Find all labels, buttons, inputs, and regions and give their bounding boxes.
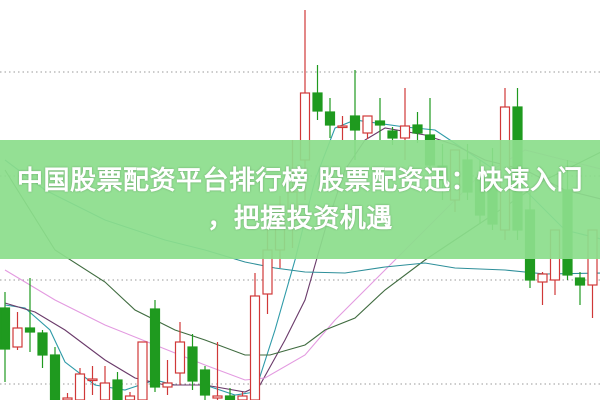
candle: [37, 330, 48, 368]
candle-body: [112, 379, 123, 400]
candle-body: [324, 111, 336, 126]
candle-body: [87, 378, 98, 382]
banner-title-line-2: ，把握投资机遇: [207, 203, 393, 234]
candle-body: [312, 92, 323, 112]
candle-body: [137, 341, 148, 400]
candle-body: [249, 295, 261, 400]
candle: [124, 392, 136, 400]
candle: [49, 347, 61, 400]
candle-body: [387, 130, 398, 139]
candle: [412, 112, 423, 143]
candle-body: [12, 327, 23, 348]
candle: [174, 322, 186, 385]
candle-body: [237, 395, 248, 400]
candle-body: [62, 397, 73, 400]
candle: [224, 388, 236, 400]
candle: [187, 334, 198, 390]
candle-body: [224, 395, 236, 400]
candle-body: [24, 327, 36, 333]
candle: [199, 366, 211, 400]
candle-body: [74, 373, 86, 400]
candle: [12, 312, 23, 350]
candle: [537, 272, 548, 305]
candle-body: [412, 124, 423, 134]
candle: [24, 278, 36, 352]
candle-body: [212, 395, 223, 399]
candle-body: [37, 332, 48, 356]
candle: [237, 392, 248, 400]
title-banner: 中国股票配资平台排行榜 股票配资迅：快速入门 ，把握投资机遇: [0, 140, 600, 259]
banner-title-line-1: 中国股票配资平台排行榜 股票配资迅：快速入门: [16, 165, 584, 196]
candle: [337, 116, 348, 140]
candle: [162, 360, 173, 395]
candle-body: [349, 115, 361, 131]
candle: [212, 342, 223, 400]
candle-body: [362, 115, 373, 134]
candle-body: [124, 395, 136, 400]
candle-body: [199, 369, 211, 396]
candle: [574, 272, 586, 305]
candle-body: [174, 341, 186, 374]
candle: [87, 366, 98, 395]
candle-body: [0, 307, 11, 350]
candle: [324, 98, 336, 138]
candle: [99, 366, 111, 400]
candle-body: [337, 125, 348, 129]
candle-body: [374, 120, 386, 126]
candle-body: [49, 354, 61, 400]
candle: [0, 292, 11, 382]
candle: [149, 300, 161, 392]
candle-body: [99, 382, 111, 400]
candle: [249, 273, 261, 400]
candle: [137, 341, 148, 400]
candle: [62, 393, 73, 400]
candle-body: [574, 277, 586, 286]
candle-body: [537, 273, 548, 283]
candle: [362, 115, 373, 139]
candle: [112, 372, 123, 400]
candle: [374, 98, 386, 140]
candle-body: [149, 308, 161, 388]
candle: [312, 65, 323, 120]
candle-body: [162, 382, 173, 388]
candle: [74, 368, 86, 400]
candle-body: [187, 346, 198, 382]
candle-body: [399, 125, 411, 139]
